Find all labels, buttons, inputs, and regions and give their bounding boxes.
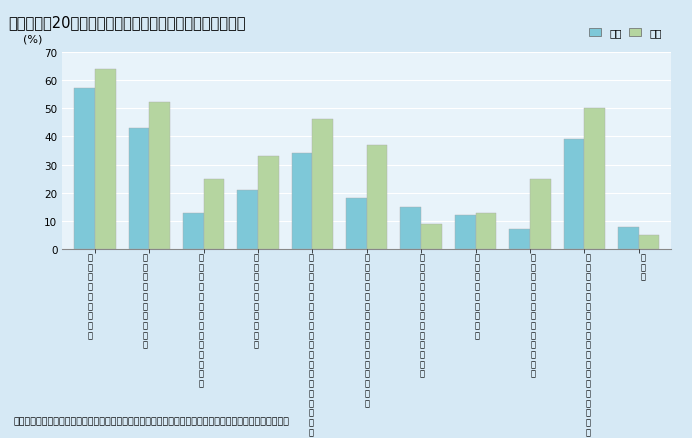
Text: 上
司
と
し
て
女
性
が
望
ま
れ
な
い: 上 司 と し て 女 性 が 望 ま れ な い [530,253,536,378]
Text: 現
在
指
導
的
地
位
に
あ
る
世
代
の
女
性
比
率
が
低
い: 現 在 指 導 的 地 位 に あ る 世 代 の 女 性 比 率 が 低 い [585,253,591,438]
Text: 女
性
は
男
性
よ
り
昇
進
を
望
ま
な
い: 女 性 は 男 性 よ り 昇 進 を 望 ま な い [198,253,203,388]
Bar [292,154,312,250]
Bar [258,157,279,250]
Bar [563,140,584,250]
Text: 女
性
の
業
績
が
不
十
分: 女 性 の 業 績 が 不 十 分 [475,253,480,339]
Bar [312,120,333,250]
Text: (%): (%) [23,35,42,45]
Text: 中
途
離
職
や
休
職
が
多
い: 中 途 離 職 や 休 職 が 多 い [143,253,148,349]
Bar [95,70,116,250]
Bar [346,199,367,250]
Bar [475,213,496,250]
Bar [129,129,149,250]
Text: 家
庭
と
の
両
立
が
困
難: 家 庭 と の 両 立 が 困 難 [87,253,93,339]
Text: 資料：男女共同参画学協会連絡会「第三回科学技術系専門職の男女共同参画実態調査」（平成２５年８月）: 資料：男女共同参画学協会連絡会「第三回科学技術系専門職の男女共同参画実態調査」（… [14,416,290,425]
Text: 男
女
に
能
力
・
適
性
の
差
が
あ
る: 男 女 に 能 力 ・ 適 性 の 差 が あ る [419,253,425,378]
Bar [401,208,421,250]
Bar [618,227,639,250]
Bar [149,103,170,250]
Bar [584,109,605,250]
Bar [183,213,203,250]
Text: 業
績
評
価
に
お
い
て
配
慮
が
な
い
・
育
児
・
介
護
に
対
す
る: 業 績 評 価 に お い て 配 慮 が な い ・ 育 児 ・ 介 護 に … [309,253,314,438]
Text: ロ
ー
ル
モ
デ
ル
が
少
な
い: ロ ー ル モ デ ル が 少 な い [253,253,259,349]
Legend: 男性, 女性: 男性, 女性 [585,24,666,42]
Bar [203,179,224,250]
Text: 第１－２－20図／指導的女性研究者が少ない理由について: 第１－２－20図／指導的女性研究者が少ない理由について [8,15,246,31]
Bar [421,224,441,250]
Bar [639,236,659,250]
Bar [509,230,530,250]
Text: 評
価
者
に
男
性
を
優
先
す
る
意
識
が
あ
る: 評 価 者 に 男 性 を 優 先 す る 意 識 が あ る [364,253,370,407]
Bar [237,191,258,250]
Bar [367,145,388,250]
Text: そ
の
他: そ の 他 [641,253,646,281]
Bar [74,89,95,250]
Bar [530,179,551,250]
Bar [455,216,475,250]
